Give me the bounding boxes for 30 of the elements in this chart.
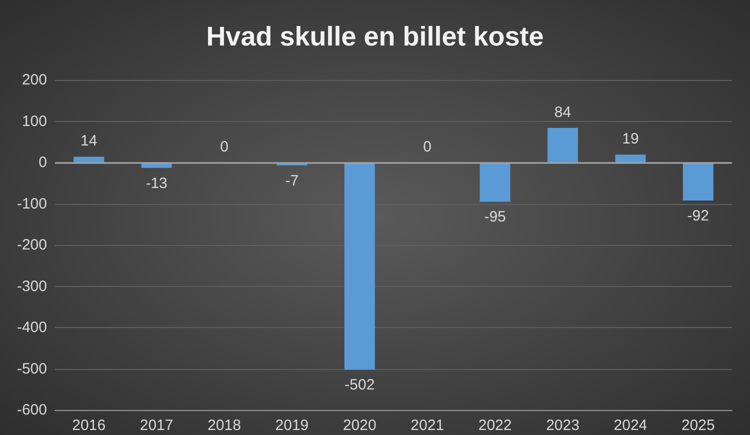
x-tick-label: 2021: [410, 417, 444, 434]
y-tick-label: -500: [16, 360, 47, 378]
data-label: 19: [622, 130, 639, 148]
x-tick-label: 2016: [72, 417, 106, 434]
x-tick-label: 2017: [140, 417, 174, 434]
y-tick-label: 200: [22, 72, 47, 88]
data-label: 14: [80, 132, 98, 150]
data-label: -95: [484, 208, 506, 226]
data-label: 0: [220, 138, 228, 156]
data-label: -13: [146, 174, 168, 192]
data-label: -7: [285, 172, 299, 190]
x-tick-label: 2023: [546, 417, 580, 434]
x-tick-label: 2025: [681, 417, 715, 434]
x-tick-label: 2020: [342, 417, 376, 434]
y-tick-label: -300: [16, 278, 47, 295]
y-tick-label: -200: [16, 236, 47, 254]
x-tick-label: 2018: [208, 417, 241, 434]
data-label: 0: [423, 138, 432, 156]
y-tick-label: -600: [16, 402, 47, 418]
data-label: -502: [344, 376, 375, 394]
x-tick-label: 2022: [478, 417, 512, 434]
chart-title: Hvad skulle en billet koste: [206, 22, 544, 52]
y-tick-label: 0: [38, 154, 47, 171]
y-tick-label: -400: [16, 319, 47, 336]
data-label: -92: [687, 207, 709, 224]
x-tick-label: 2019: [275, 417, 309, 434]
y-tick-label: -100: [16, 195, 47, 212]
data-label: 84: [554, 104, 572, 121]
x-tick-label: 2024: [614, 417, 648, 434]
y-tick-label: 100: [22, 112, 47, 130]
